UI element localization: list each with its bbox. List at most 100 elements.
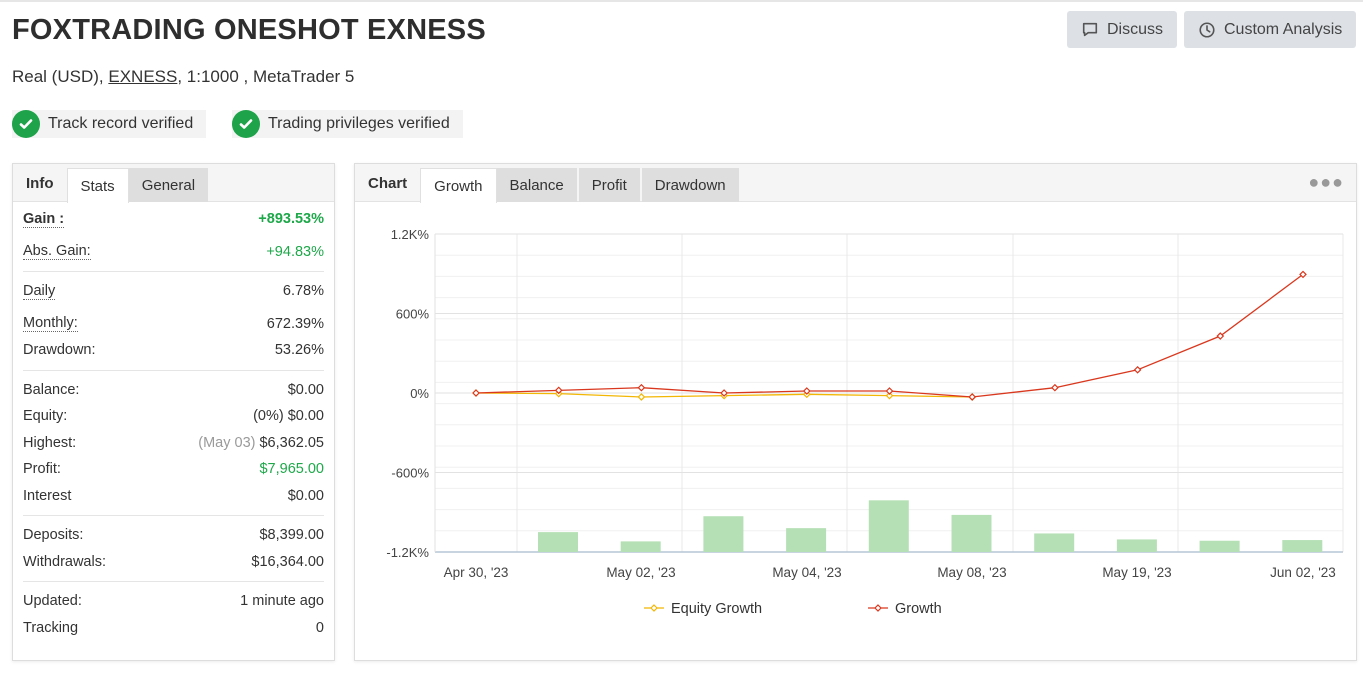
- y-tick-label: 0%: [410, 386, 429, 401]
- stat-gain: Gain : +893.53%: [23, 206, 324, 233]
- growth-line: [475, 273, 1304, 398]
- daily-label[interactable]: Daily: [23, 282, 56, 300]
- tab-drawdown[interactable]: Drawdown: [641, 168, 739, 202]
- growth-point: [885, 387, 894, 395]
- highest-value: $6,362.05: [259, 434, 324, 451]
- tab-stats[interactable]: Stats: [66, 168, 129, 203]
- growth-point: [720, 389, 728, 397]
- check-icon: [232, 110, 260, 138]
- tracking-label: Tracking: [23, 619, 79, 636]
- tab-chart[interactable]: Chart: [368, 174, 408, 192]
- tracking-value: 0: [315, 619, 324, 636]
- legend-label: Growth: [895, 601, 942, 617]
- legend-label: Equity Growth: [671, 601, 762, 617]
- volume-bar: [1199, 540, 1240, 552]
- track-record-label: Track record verified: [48, 115, 194, 132]
- clock-icon: [1199, 21, 1215, 38]
- track-record-badge: Track record verified: [12, 110, 207, 138]
- balance-value: $0.00: [287, 381, 324, 398]
- check-icon: [12, 110, 40, 138]
- trading-privileges-label: Trading privileges verified: [268, 115, 450, 132]
- gain-value: +893.53%: [258, 211, 324, 228]
- divider: [23, 369, 324, 371]
- x-tick-label: Jun 02, '23: [1270, 565, 1336, 580]
- stat-profit: Profit: $7,965.00: [23, 456, 324, 483]
- stats-tabs: Info Stats General: [13, 164, 334, 203]
- abs-gain-label[interactable]: Abs. Gain:: [23, 243, 91, 261]
- stat-balance: Balance: $0.00: [23, 377, 324, 404]
- stat-interest: Interest $0.00: [23, 483, 324, 510]
- daily-value: 6.78%: [282, 283, 324, 300]
- monthly-value: 672.39%: [266, 315, 324, 332]
- broker-link[interactable]: EXNESS: [108, 67, 178, 86]
- tab-growth[interactable]: Growth: [420, 168, 497, 203]
- growth-point: [1051, 383, 1059, 392]
- volume-bar: [1034, 533, 1075, 552]
- interest-label: Interest: [23, 487, 72, 504]
- stat-updated: Updated: 1 minute ago: [23, 588, 324, 615]
- stats-panel: Info Stats General Gain : +893.53% Abs. G…: [12, 163, 335, 661]
- comment-icon: [1082, 22, 1098, 36]
- monthly-label[interactable]: Monthly:: [23, 315, 78, 333]
- subtitle-account-type: Real (USD),: [12, 67, 109, 86]
- chart-tabs: Chart Growth Balance Profit Drawdown: [355, 164, 1356, 203]
- growth-point: [802, 387, 811, 395]
- growth-chart: 1.2K% 600% 0% -600% -1.2K% Apr 30, '23 May 02,…: [386, 227, 1344, 617]
- stat-highest: Highest: (May 03) $6,362.05: [23, 430, 324, 457]
- interest-value: $0.00: [287, 487, 324, 504]
- more-horizontal-icon[interactable]: ●●●: [1308, 172, 1344, 192]
- page-title: FOXTRADING ONESHOT EXNESS: [12, 14, 486, 46]
- top-divider: [0, 0, 1363, 2]
- custom-analysis-label: Custom Analysis: [1224, 20, 1343, 38]
- highest-label: Highest:: [23, 434, 77, 451]
- drawdown-value: 53.26%: [274, 342, 324, 359]
- equity-growth-point: [637, 393, 646, 401]
- y-tick-label: -1.2K%: [386, 545, 429, 560]
- tab-profit[interactable]: Profit: [578, 168, 640, 202]
- deposits-label: Deposits:: [23, 527, 84, 544]
- x-tick-label: May 04, '23: [772, 565, 841, 580]
- balance-label: Balance:: [23, 381, 80, 398]
- discuss-button[interactable]: Discuss: [1067, 11, 1178, 48]
- account-subtitle: Real (USD), EXNESS, 1:1000 , MetaTrader …: [12, 67, 354, 87]
- gain-label[interactable]: Gain :: [23, 210, 65, 228]
- deposits-value: $8,399.00: [259, 527, 324, 544]
- tab-general[interactable]: General: [128, 168, 209, 202]
- stat-monthly: Monthly: 672.39%: [23, 311, 324, 338]
- updated-label: Updated:: [23, 593, 82, 610]
- x-tick-label: May 19, '23: [1102, 565, 1171, 580]
- growth-point: [968, 393, 977, 401]
- withdrawals-value: $16,364.00: [251, 553, 324, 570]
- stat-daily: Daily 6.78%: [23, 278, 324, 305]
- volume-bar: [538, 532, 578, 552]
- equity-label: Equity:: [23, 408, 68, 425]
- growth-point: [1133, 365, 1142, 374]
- volume-bar: [620, 541, 661, 552]
- legend-marker: [874, 604, 882, 612]
- withdrawals-label: Withdrawals:: [23, 553, 106, 570]
- updated-value: 1 minute ago: [240, 593, 324, 610]
- legend-marker: [650, 604, 658, 612]
- divider: [23, 271, 324, 272]
- abs-gain-value: +94.83%: [266, 243, 324, 260]
- growth-point: [1216, 332, 1225, 340]
- equity-value: (0%) $0.00: [253, 408, 324, 425]
- tab-info[interactable]: Info: [26, 174, 54, 192]
- tab-balance[interactable]: Balance: [496, 168, 577, 202]
- growth-point: [472, 389, 480, 397]
- volume-bar: [703, 516, 744, 552]
- stat-equity: Equity: (0%) $0.00: [23, 403, 324, 430]
- drawdown-label: Drawdown:: [23, 342, 96, 359]
- x-tick-label: May 02, '23: [606, 565, 675, 580]
- equity-growth-point: [885, 391, 894, 400]
- chart-panel: Chart Growth Balance Profit Drawdown ●●●…: [354, 163, 1357, 661]
- growth-point: [637, 383, 646, 392]
- highest-date: (May 03): [198, 434, 256, 451]
- volume-bar: [1282, 540, 1323, 552]
- growth-point: [554, 386, 563, 395]
- profit-label: Profit:: [23, 461, 61, 478]
- y-tick-label: 1.2K%: [391, 227, 430, 242]
- volume-bar: [1116, 539, 1157, 552]
- profit-value: $7,965.00: [259, 461, 324, 478]
- custom-analysis-button[interactable]: Custom Analysis: [1184, 11, 1357, 48]
